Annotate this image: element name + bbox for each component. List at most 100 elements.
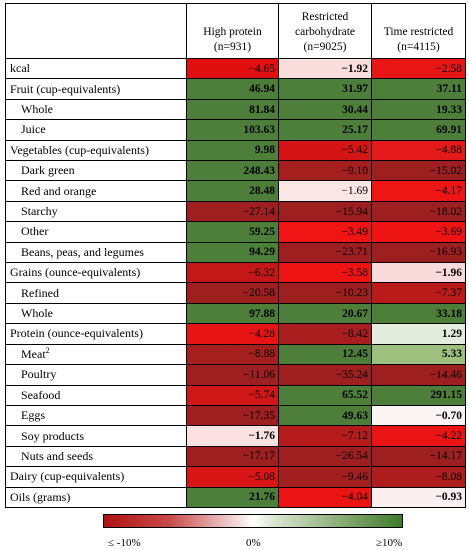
value-cell: −27.14: [186, 200, 279, 223]
row-label-text: Other: [21, 224, 49, 239]
row-label-text: Poultry: [21, 367, 57, 382]
row-label-text: kcal: [10, 61, 30, 76]
header-row: High protein (n=931) Restricted carbohyd…: [5, 3, 466, 59]
value-cell: 33.18: [371, 302, 466, 325]
value-cell: −17.17: [186, 445, 279, 468]
row-label: Meat2: [5, 343, 187, 366]
header-high-protein-title: High protein: [203, 26, 262, 38]
value-cell: −7.37: [371, 282, 466, 304]
value-cell: −1.96: [371, 262, 466, 284]
table-row: Refined −20.58 −10.23 −7.37: [5, 282, 466, 304]
value-cell: −3.69: [371, 221, 466, 243]
row-label: Red and orange: [5, 180, 187, 202]
table-row: Vegetables (cup-equivalents) 9.98 −5.42 −4.…: [5, 139, 466, 162]
value-cell: −14.17: [371, 445, 466, 468]
table-row: Eggs −17.35 49.63 −0.70: [5, 404, 466, 427]
value-cell: −4.04: [278, 486, 372, 509]
table-row: kcal −4.65 −1.92 −2.58: [5, 57, 466, 80]
row-label: Seafood: [5, 384, 187, 406]
value-cell: 12.45: [278, 343, 372, 366]
value-cell: −20.58: [186, 282, 279, 304]
value-cell: −5.74: [186, 384, 279, 406]
footnote-marker: 2: [45, 345, 50, 355]
value-cell: 30.44: [278, 98, 372, 121]
value-cell: −17.35: [186, 404, 279, 427]
table-row: Meat2 −8.88 12.45 5.33: [5, 343, 466, 366]
row-label-text: Grains (ounce-equivalents): [10, 265, 141, 280]
value-cell: −6.32: [186, 262, 279, 284]
header-high-protein: High protein (n=931): [186, 3, 279, 59]
row-label: Dairy (cup-equivalents): [5, 466, 187, 488]
row-label-text: Juice: [21, 122, 46, 137]
table-row: Juice 103.63 25.17 69.91: [5, 119, 466, 141]
table-row: Other 59.25 −3.49 −3.69: [5, 221, 466, 243]
value-cell: −4.17: [371, 180, 466, 202]
value-cell: 248.43: [186, 160, 279, 182]
table-row: Red and orange 28.48 −1.69 −4.17: [5, 180, 466, 202]
value-cell: 103.63: [186, 119, 279, 141]
header-time-restricted-n: (n=4115): [397, 41, 440, 53]
table-row: Dairy (cup-equivalents) −5.08 −9.46 −8.08: [5, 466, 466, 488]
legend-high-label: ≥10%: [376, 537, 403, 549]
value-cell: −9.10: [278, 160, 372, 182]
value-cell: −1.92: [278, 57, 372, 80]
row-label-text: Fruit (cup-equivalents): [10, 81, 121, 96]
value-cell: 25.17: [278, 119, 372, 141]
value-cell: 59.25: [186, 221, 279, 243]
value-cell: −8.42: [278, 323, 372, 345]
table-body: kcal −4.65 −1.92 −2.58 Fruit (cup-equivalent…: [5, 57, 466, 509]
value-cell: 65.52: [278, 384, 372, 406]
value-cell: 97.88: [186, 302, 279, 325]
row-label-text: Vegetables (cup-equivalents): [10, 142, 149, 157]
row-label-text: Dairy (cup-equivalents): [10, 469, 125, 484]
value-cell: −2.58: [371, 57, 466, 80]
row-label-text: Beans, peas, and legumes: [21, 244, 144, 259]
legend-low-label: ≤ -10%: [108, 537, 141, 549]
row-label-text: Eggs: [21, 408, 45, 423]
value-cell: −35.24: [278, 364, 372, 386]
row-label-text: Red and orange: [21, 183, 97, 198]
value-cell: 94.29: [186, 241, 279, 264]
value-cell: −9.46: [278, 466, 372, 488]
value-cell: 69.91: [371, 119, 466, 141]
value-cell: 19.33: [371, 98, 466, 121]
row-label-text: Meat: [21, 346, 46, 361]
table-row: Oils (grams) 21.76 −4.04 −0.93: [5, 486, 466, 509]
header-restricted-carbohydrate: Restricted carbohydrate (n=9025): [278, 3, 372, 59]
value-cell: −5.42: [278, 139, 372, 162]
table-row: Protein (ounce-equivalents) −4.28 −8.42 1.2…: [5, 323, 466, 345]
value-cell: 9.98: [186, 139, 279, 162]
row-label: Protein (ounce-equivalents): [5, 323, 187, 345]
table-row: Poultry −11.06 −35.24 −14.46: [5, 364, 466, 386]
row-label-text: Protein (ounce-equivalents): [10, 326, 143, 341]
table-row: Fruit (cup-equivalents) 46.94 31.97 37.11: [5, 78, 466, 100]
row-label: Whole: [5, 302, 187, 325]
row-label-text: Whole: [21, 102, 53, 117]
row-label: Oils (grams): [5, 486, 187, 509]
value-cell: −16.93: [371, 241, 466, 264]
value-cell: −8.08: [371, 466, 466, 488]
legend-mid-label: 0%: [246, 537, 261, 549]
header-corner: [5, 3, 187, 59]
value-cell: 5.33: [371, 343, 466, 366]
row-label: Eggs: [5, 404, 187, 427]
header-time-restricted-title: Time restricted: [383, 26, 454, 38]
value-cell: −18.02: [371, 200, 466, 223]
row-label: Vegetables (cup-equivalents): [5, 139, 187, 162]
value-cell: −7.12: [278, 425, 372, 447]
header-high-protein-n: (n=931): [213, 41, 252, 53]
value-cell: −0.70: [371, 404, 466, 427]
table-row: Soy products −1.76 −7.12 −4.22: [5, 425, 466, 447]
header-restricted-carbohydrate-n: (n=9025): [303, 41, 347, 53]
value-cell: −1.76: [186, 425, 279, 447]
table-row: Whole 81.84 30.44 19.33: [5, 98, 466, 121]
value-cell: −3.49: [278, 221, 372, 243]
row-label-text: Soy products: [21, 428, 84, 443]
value-cell: 21.76: [186, 486, 279, 509]
row-label: Starchy: [5, 200, 187, 223]
value-cell: −4.22: [371, 425, 466, 447]
row-label: Beans, peas, and legumes: [5, 241, 187, 264]
value-cell: 20.67: [278, 302, 372, 325]
row-label: Whole: [5, 98, 187, 121]
value-cell: −3.58: [278, 262, 372, 284]
